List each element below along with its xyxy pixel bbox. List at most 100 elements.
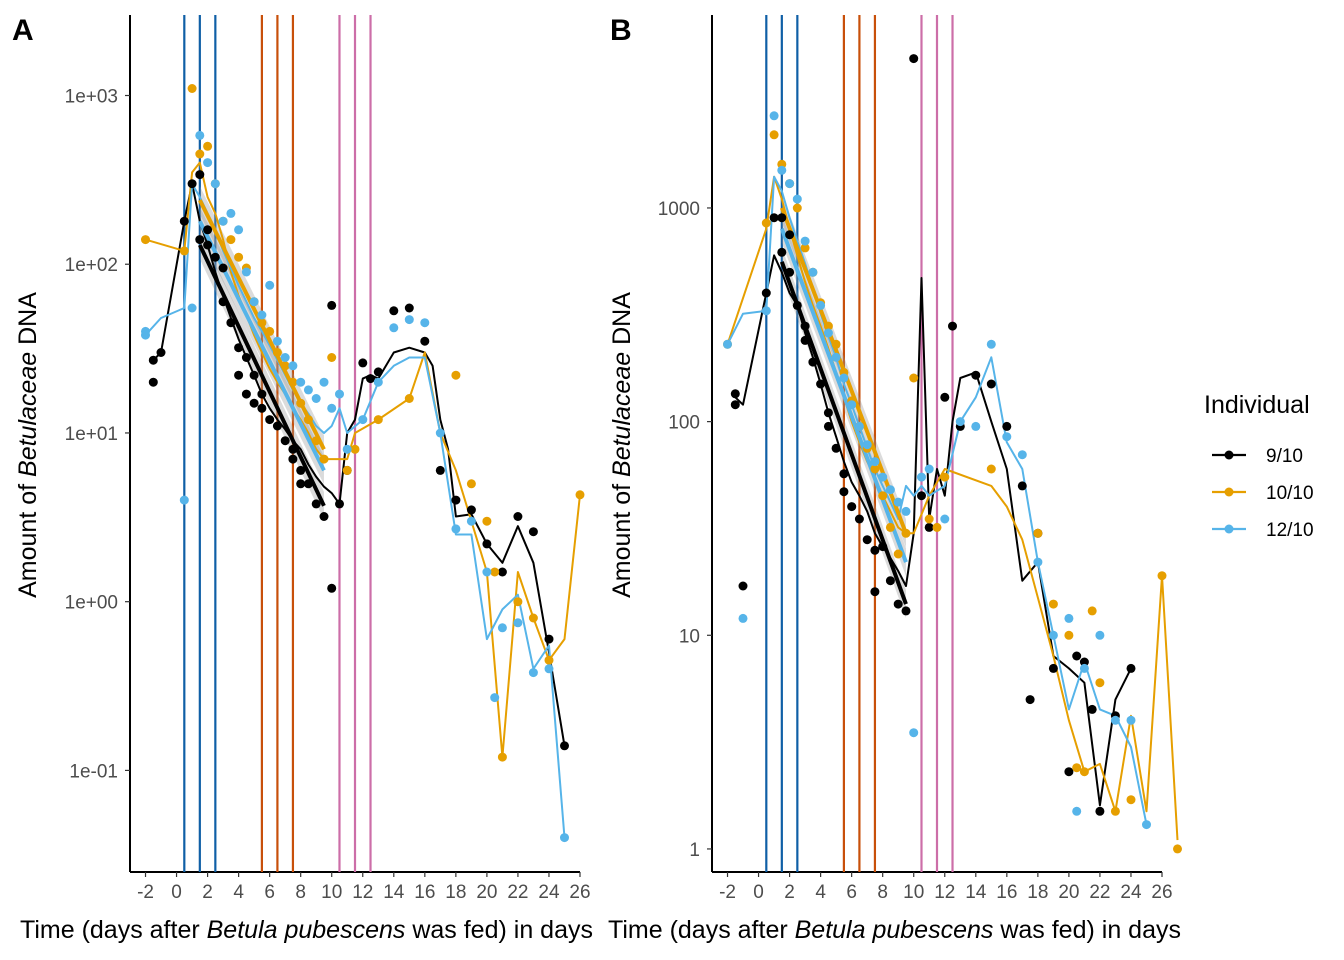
panel-a-data-point <box>466 505 476 515</box>
panel-b-data-point <box>800 236 810 246</box>
panel-a-data-point <box>342 465 352 475</box>
panel-a-data-point <box>404 394 414 403</box>
panel-b-x-tick-label: 18 <box>1027 882 1048 903</box>
panel-b-series-line-12-10 <box>726 175 1148 825</box>
panel-b-data-point <box>1095 806 1105 816</box>
panel-a-x-tick-label: 14 <box>383 882 405 903</box>
panel-a-data-point <box>156 348 166 357</box>
panel-b-data-point <box>1095 678 1105 688</box>
panel-b-x-tick-label: 0 <box>753 882 764 903</box>
legend-label: 12/10 <box>1266 520 1314 541</box>
panel-a-data-point <box>234 343 244 353</box>
panel-b-data-point <box>1017 481 1027 491</box>
panel-b-data-point <box>1079 767 1089 777</box>
panel-a-data-point <box>296 465 306 475</box>
panel-b-x-tick-label: 6 <box>846 882 857 903</box>
panel-b-x-tick-label: 4 <box>815 882 826 903</box>
legend: Individual 9/10 10/10 12/10 <box>1204 391 1314 541</box>
panel-b-data-point <box>1079 657 1089 667</box>
panel-b-y-tick-label: 100 <box>668 413 700 434</box>
panel-b-data-point <box>730 400 740 410</box>
panel-a-x-tick-label: 8 <box>295 882 306 903</box>
panel-b-data-point <box>986 464 996 474</box>
panel-a-data-point <box>420 336 430 346</box>
panel-a-x-tick-label: 24 <box>538 882 560 903</box>
panel-b-data-point <box>924 514 934 524</box>
panel-a-data-point <box>241 389 251 399</box>
panel-b-data-point <box>909 728 919 738</box>
panel-a-x-tick-label: 26 <box>569 882 590 903</box>
panel-b-data-point <box>738 581 748 591</box>
panel-a-data-point <box>148 355 158 365</box>
panel-a-data-point <box>482 539 492 549</box>
panel-a-data-point <box>451 524 461 534</box>
panel-a-data-point <box>187 84 197 93</box>
legend-key-point <box>1224 487 1234 497</box>
legend-label: 10/10 <box>1266 483 1314 504</box>
panel-b-data-point <box>738 613 748 623</box>
panel-b-data-point <box>1157 571 1167 581</box>
panel-b-data-point <box>924 464 934 474</box>
panel-a-y-tick-label: 1e+00 <box>65 593 118 614</box>
panel-b-x-tick-label: 12 <box>934 882 955 903</box>
panel-b-data-point <box>831 443 841 453</box>
panel-b-data-point <box>823 421 833 431</box>
panel-a-data-point <box>288 444 298 454</box>
panel-b-data-point <box>823 408 833 418</box>
panel-a-data-point <box>319 454 329 464</box>
panel-b-data-point <box>862 440 872 450</box>
panel-b-data-point <box>1025 695 1035 705</box>
panel-a-data-point <box>327 583 337 593</box>
panel-b-data-point <box>785 179 795 189</box>
panel-b-x-tick-label: 20 <box>1058 882 1079 903</box>
panel-b-data-point <box>1173 844 1182 854</box>
panel-a-x-tick-label: 2 <box>202 882 213 903</box>
panel-a-data-point <box>528 668 538 678</box>
panel-b-data-point <box>862 535 872 545</box>
panel-b-data-point <box>878 472 888 482</box>
panel-b-data-point <box>955 417 965 427</box>
panel-b-data-point <box>792 300 802 310</box>
panel-a-data-point <box>466 516 476 526</box>
panel-a-data-point <box>513 597 523 607</box>
panel-a-data-point <box>195 149 205 159</box>
panel-a-data-point <box>226 235 236 245</box>
panel-b-data-point <box>1079 663 1089 673</box>
panel-b-data-point <box>917 491 926 501</box>
panel-a-data-point <box>296 398 306 408</box>
panel-a-x-tick-label: 4 <box>233 882 244 903</box>
panel-b-x-tick-label: -2 <box>719 882 736 903</box>
panel-a-data-point <box>373 377 383 387</box>
panel-a-data-point <box>280 353 290 362</box>
panel-a-x-tick-label: 10 <box>321 882 342 903</box>
panel-a-y-axis-title: Amount of Betulaceae DNA <box>14 292 42 598</box>
panel-a-data-point <box>210 179 220 189</box>
panel-a-data-point <box>141 326 150 336</box>
panel-b-data-point <box>1072 651 1082 661</box>
panel-a-data-point <box>234 225 244 235</box>
panel-b-x-tick-label: 26 <box>1151 882 1172 903</box>
panel-b-data-point <box>917 472 926 482</box>
panel-a-data-point <box>187 303 197 313</box>
panel-a-data-point <box>288 454 298 464</box>
panel-b-data-point <box>986 379 996 389</box>
panel-a-data-point <box>249 370 259 380</box>
panel-b-data-point <box>839 487 849 497</box>
panel-b-data-point <box>1087 704 1097 714</box>
panel-a-data-point <box>210 252 220 262</box>
panel-b-data-point <box>870 464 880 474</box>
panel-a-data-point <box>218 216 228 226</box>
panel-b-data-point <box>839 469 849 479</box>
panel-a-data-point <box>280 361 290 371</box>
panel-a-data-point <box>389 306 399 316</box>
panel-a-data-point <box>497 752 507 762</box>
panel-a-data-point <box>288 361 298 371</box>
panel-b-data-point <box>948 321 957 331</box>
legend-title: Individual <box>1204 391 1310 419</box>
panel-a-y-tick-label: 1e+03 <box>65 87 118 108</box>
panel-a-data-point <box>226 208 236 218</box>
panel-a-data-point <box>280 436 290 446</box>
panel-b-data-point <box>1033 557 1043 567</box>
panel-a-data-point <box>497 623 507 633</box>
panel-b-data-point <box>792 194 802 204</box>
